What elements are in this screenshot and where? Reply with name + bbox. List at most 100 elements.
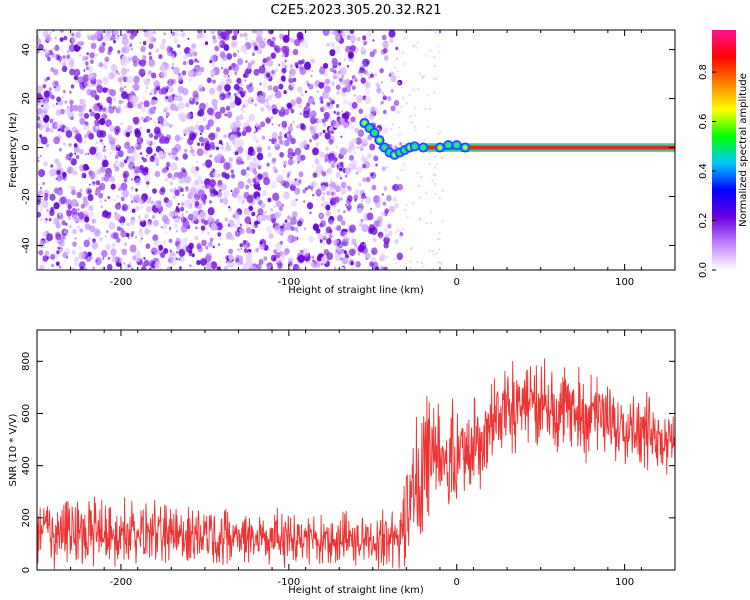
spectrogram-speckle <box>116 226 122 232</box>
spectrogram-speckle <box>199 202 204 208</box>
spectrogram-speckle <box>323 111 330 120</box>
spectrogram-speckle <box>37 37 42 46</box>
spectrogram-speckle <box>345 78 351 85</box>
spectrogram-speckle <box>323 248 330 256</box>
spectrogram-speckle <box>378 255 384 262</box>
spectrogram-speckle <box>256 152 264 161</box>
spectrogram-speckle <box>101 249 108 258</box>
spectrogram-speckle <box>320 256 328 264</box>
spectrogram-speckle <box>329 186 334 192</box>
snr-x-tick-label: 0 <box>454 577 460 588</box>
spectrogram-speckle <box>362 177 367 183</box>
spectrogram-speckle <box>253 131 256 134</box>
spectrogram-speckle-faint <box>409 260 412 263</box>
spectrogram-speckle <box>120 248 123 252</box>
spectrogram-speckle <box>75 154 80 160</box>
spectrogram-speckle <box>290 123 293 127</box>
spectrogram-speckle <box>41 231 47 238</box>
spectrogram-speckle <box>92 124 100 133</box>
spectrogram-speckle <box>234 71 238 76</box>
spectrogram-speckle <box>284 125 287 128</box>
spectrogram-speckle <box>169 103 177 111</box>
spectrogram-speckle <box>40 186 42 190</box>
spectrogram-speckle <box>119 57 126 66</box>
spectrogram-speckle <box>369 261 374 267</box>
spectrogram-speckle <box>96 168 101 174</box>
spectrogram-speckle <box>207 231 210 235</box>
spectrogram-speckle <box>279 240 283 245</box>
spectrogram-speckle <box>375 82 380 87</box>
spectrogram-speckle <box>231 35 236 41</box>
spectrogram-speckle <box>219 198 224 203</box>
spectrogram-speckle <box>176 245 181 250</box>
spectrogram-speckle <box>241 95 244 98</box>
spectrogram-speckle <box>110 34 116 41</box>
trace-core <box>412 144 417 149</box>
spectrogram-speckle <box>267 197 272 203</box>
spectrogram-speckle <box>165 161 171 168</box>
spectrogram-speckle-faint <box>437 45 440 48</box>
spectrogram-speckle <box>361 200 363 203</box>
spectrogram-speckle <box>364 115 367 118</box>
spectrogram-speckle <box>344 174 348 178</box>
spectrogram-speckle <box>373 155 379 162</box>
spectrogram-speckle-faint <box>402 163 406 166</box>
spectrogram-speckle <box>350 261 354 266</box>
spectrogram-speckle <box>251 263 258 270</box>
spectrogram-speckle <box>227 75 230 78</box>
spectrogram-speckle <box>41 199 44 201</box>
spectrogram-speckle <box>87 194 94 202</box>
spectrogram-speckle <box>322 122 327 127</box>
spectrogram-speckle <box>243 32 248 38</box>
spectrogram-speckle <box>146 139 151 146</box>
spectrogram-speckle <box>253 68 260 76</box>
spectrogram-speckle <box>270 180 278 189</box>
spectrogram-x-tick-label: 0 <box>454 277 460 288</box>
spectrogram-speckle <box>280 106 285 112</box>
spectrogram-speckle <box>252 52 255 57</box>
spectrogram-speckle <box>345 204 347 206</box>
spectrogram-speckle <box>255 35 263 44</box>
spectrogram-speckle <box>303 108 306 112</box>
spectrogram-speckle <box>244 79 247 82</box>
spectrogram-speckle <box>134 143 138 148</box>
spectrogram-speckle <box>365 71 369 76</box>
spectrogram-speckle <box>77 208 80 211</box>
spectrogram-speckle-faint <box>441 189 445 193</box>
spectrogram-speckle <box>312 147 319 156</box>
spectrogram-speckle <box>244 68 250 75</box>
spectrogram-speckle <box>247 178 252 184</box>
spectrogram-speckle <box>372 251 375 254</box>
spectrogram-speckle <box>348 140 353 145</box>
spectrogram-speckle <box>302 248 308 254</box>
spectrogram-speckle <box>59 37 64 42</box>
spectrogram-speckle <box>91 256 94 259</box>
spectrogram-speckle <box>171 62 175 66</box>
spectrogram-speckle <box>289 64 293 69</box>
spectrogram-speckle <box>383 94 386 97</box>
spectrogram-speckle <box>265 117 271 124</box>
spectrogram-speckle-faint <box>433 182 437 186</box>
spectrogram-speckle <box>44 77 48 82</box>
spectrogram-speckle <box>171 31 175 37</box>
spectrogram-speckle <box>288 234 293 240</box>
spectrogram-speckle <box>180 238 188 247</box>
spectrogram-speckle <box>43 161 48 167</box>
spectrogram-speckle <box>341 87 347 93</box>
spectrogram-speckle <box>325 232 328 235</box>
spectrogram-speckle <box>251 211 256 217</box>
spectrogram-speckle <box>206 107 214 115</box>
spectrogram-speckle-faint <box>417 184 420 188</box>
spectrogram-speckle <box>99 199 103 204</box>
spectrogram-speckle <box>189 52 193 57</box>
spectrogram-speckle <box>257 48 263 55</box>
spectrogram-speckle <box>144 115 151 123</box>
spectrogram-speckle <box>210 261 218 270</box>
spectrogram-speckle <box>325 146 329 151</box>
spectrogram-speckle <box>174 94 177 97</box>
spectrogram-speckle <box>169 249 173 253</box>
spectrogram-speckle <box>304 61 311 70</box>
spectrogram-speckle <box>110 183 116 190</box>
spectrogram-speckle <box>161 87 168 95</box>
spectrogram-speckle <box>131 208 136 214</box>
